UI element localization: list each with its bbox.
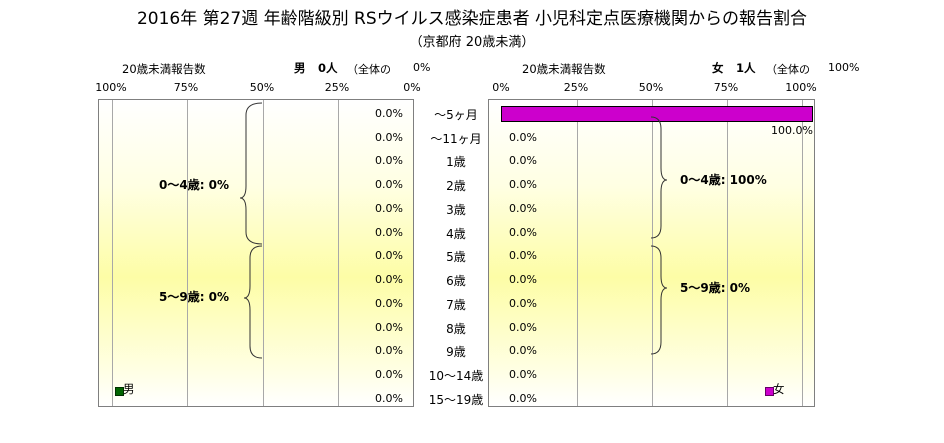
male-tick-label: 100% <box>95 81 127 94</box>
female-group-5-9-label: 5～9歳: 0% <box>680 281 751 295</box>
category-label: ～11ヶ月 <box>430 131 482 146</box>
female-value-label: 0.0% <box>509 178 537 192</box>
female-bar <box>501 105 813 122</box>
female-count: 1人 <box>736 61 756 75</box>
male-value-label: 0.0% <box>375 178 403 192</box>
female-value-label: 0.0% <box>509 320 537 334</box>
male-legend-label: 男 <box>123 382 135 396</box>
male-label: 男 <box>294 61 306 75</box>
female-tick-label: 25% <box>563 81 589 94</box>
male-tick-label: 0% <box>403 81 421 94</box>
male-value-label: 0.0% <box>375 106 403 120</box>
female-brace-5-9 <box>650 245 668 355</box>
female-brace-0-4 <box>650 116 668 239</box>
chart-title: 2016年 第27週 年齢階級別 RSウイルス感染症患者 小児科定点医療機関から… <box>136 9 808 29</box>
female-value-label: 0.0% <box>509 273 537 287</box>
male-count: 0人 <box>318 61 338 75</box>
female-tick-label: 0% <box>492 81 510 94</box>
gridline <box>727 100 728 406</box>
female-value-label: 0.0% <box>509 225 537 239</box>
category-label: 9歳 <box>446 345 466 360</box>
male-value-label: 0.0% <box>375 154 403 168</box>
category-label: ～5ヶ月 <box>434 107 478 122</box>
gridline <box>577 100 578 406</box>
male-share-value: 0% <box>413 61 431 74</box>
female-value-label: 0.0% <box>509 391 537 405</box>
female-value-label: 100.0% <box>771 123 813 137</box>
female-value-label: 0.0% <box>509 130 537 144</box>
female-tick-label: 50% <box>638 81 664 94</box>
male-value-label: 0.0% <box>375 391 403 405</box>
female-legend-label: 女 <box>773 382 785 396</box>
male-value-label: 0.0% <box>375 225 403 239</box>
male-tick-label: 50% <box>249 81 275 94</box>
male-plot-area <box>98 99 414 407</box>
male-tick-label: 25% <box>324 81 350 94</box>
female-legend-swatch <box>765 387 774 396</box>
male-value-label: 0.0% <box>375 273 403 287</box>
female-value-label: 0.0% <box>509 296 537 310</box>
male-value-label: 0.0% <box>375 249 403 263</box>
male-group-0-4-label: 0～4歳: 0% <box>159 178 230 192</box>
male-brace-5-9 <box>243 245 263 359</box>
female-share-value: 100% <box>828 61 860 74</box>
gridline <box>187 100 188 406</box>
category-label: 1歳 <box>446 155 466 170</box>
male-value-label: 0.0% <box>375 201 403 215</box>
gridline <box>112 100 113 406</box>
female-label: 女 <box>712 61 724 75</box>
category-label: 15～19歳 <box>428 392 484 407</box>
gridline <box>802 100 803 406</box>
female-value-label: 0.0% <box>509 154 537 168</box>
male-axis-title: 20歳未満報告数 <box>122 62 206 76</box>
category-label: 5歳 <box>446 250 466 265</box>
female-share-label: （全体の <box>766 63 810 76</box>
female-group-0-4-label: 0～4歳: 100% <box>680 173 767 187</box>
male-brace-0-4 <box>239 102 263 245</box>
male-value-label: 0.0% <box>375 344 403 358</box>
category-label: 7歳 <box>446 297 466 312</box>
male-group-5-9-label: 5～9歳: 0% <box>159 290 230 304</box>
female-plot-area <box>488 99 815 407</box>
category-label: 4歳 <box>446 226 466 241</box>
female-axis-title: 20歳未満報告数 <box>522 62 606 76</box>
male-legend-swatch <box>115 387 124 396</box>
female-value-label: 0.0% <box>509 249 537 263</box>
male-tick-label: 75% <box>173 81 199 94</box>
male-value-label: 0.0% <box>375 130 403 144</box>
female-tick-label: 75% <box>713 81 739 94</box>
gridline <box>652 100 653 406</box>
category-label: 2歳 <box>446 179 466 194</box>
gridline <box>263 100 264 406</box>
female-value-label: 0.0% <box>509 201 537 215</box>
male-value-label: 0.0% <box>375 320 403 334</box>
male-value-label: 0.0% <box>375 296 403 310</box>
category-label: 8歳 <box>446 321 466 336</box>
male-share-label: （全体の <box>347 63 391 76</box>
category-label: 10～14歳 <box>428 369 484 384</box>
gridline <box>338 100 339 406</box>
chart-subtitle: （京都府 20歳未満） <box>409 35 535 50</box>
category-label: 6歳 <box>446 274 466 289</box>
female-tick-label: 100% <box>785 81 817 94</box>
male-value-label: 0.0% <box>375 368 403 382</box>
female-value-label: 0.0% <box>509 368 537 382</box>
female-value-label: 0.0% <box>509 344 537 358</box>
category-label: 3歳 <box>446 202 466 217</box>
